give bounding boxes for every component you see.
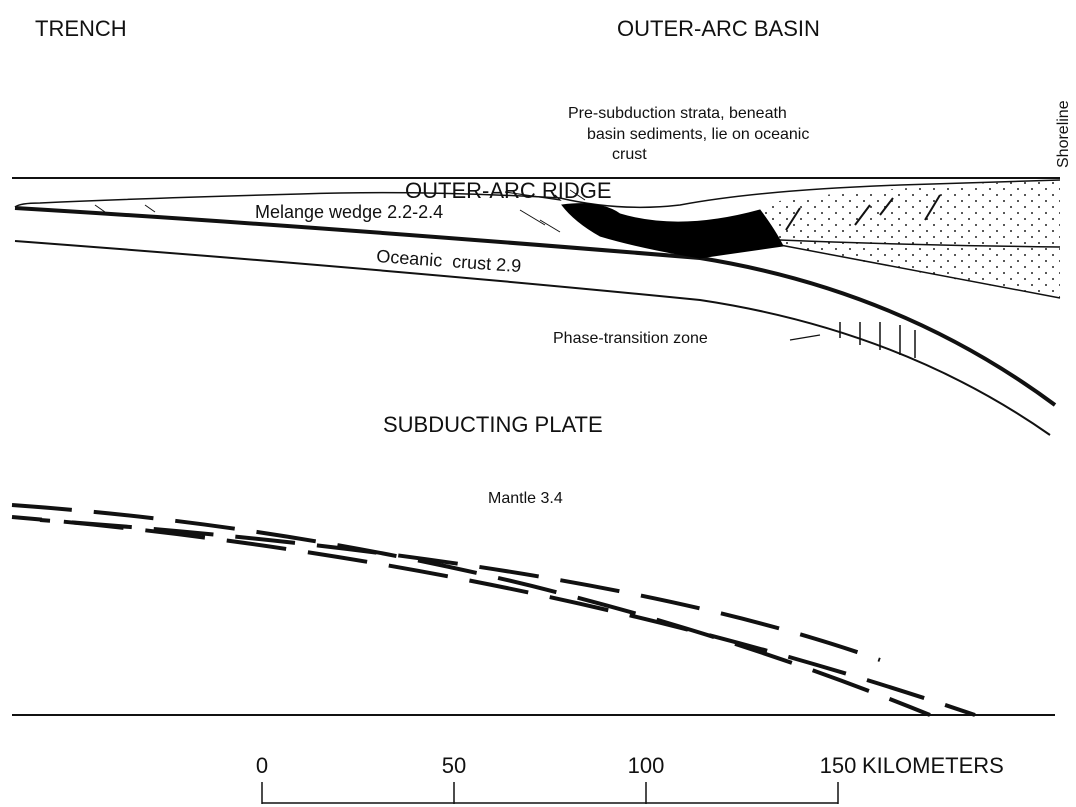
label: OUTER-ARC BASIN (617, 16, 820, 41)
label: Melange wedge 2.2-2.4 (255, 202, 443, 222)
label: Mantle 3.4 (488, 490, 563, 507)
label: SUBDUCTING PLATE (383, 412, 603, 437)
label: Pre-subduction strata, beneath (568, 105, 787, 122)
labels: TRENCH OUTER-ARC BASIN Shoreline Pre-sub… (35, 16, 1072, 507)
label: crust (612, 146, 647, 163)
label: Phase-transition zone (553, 330, 708, 347)
cross-section (11, 177, 1061, 717)
label: basin sediments, lie on oceanic (587, 126, 809, 143)
label: OUTER-ARC RIDGE (405, 178, 612, 203)
scale-label: 150 (820, 753, 857, 778)
scale-unit: KILOMETERS (862, 753, 1004, 778)
label: TRENCH (35, 16, 127, 41)
scale-label: 0 (256, 753, 268, 778)
scale-label: 50 (442, 753, 466, 778)
scale-bar: 0 50 100 150 KILOMETERS (256, 753, 1004, 804)
label: Shoreline (1055, 100, 1072, 168)
scale-label: 100 (628, 753, 665, 778)
